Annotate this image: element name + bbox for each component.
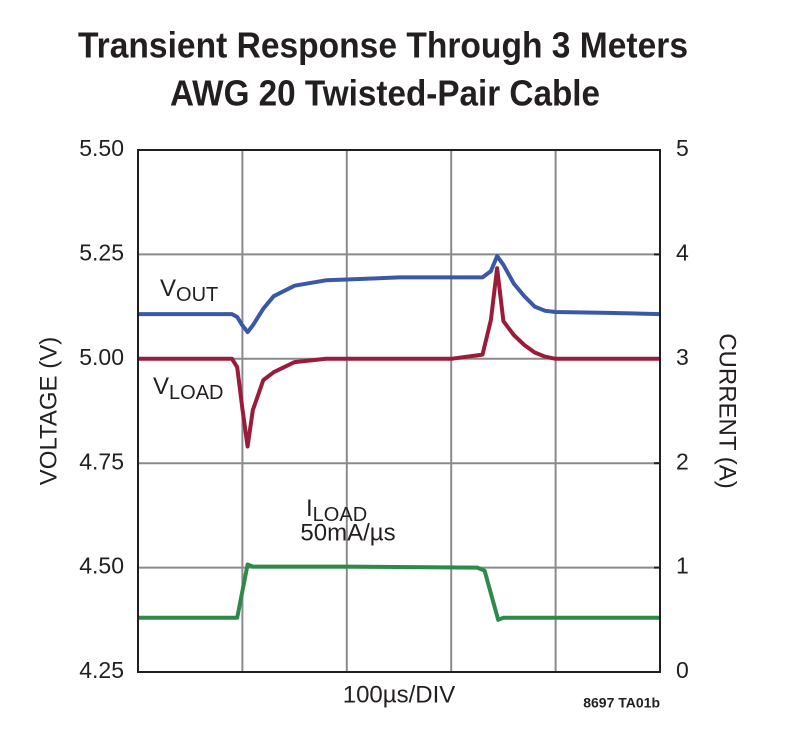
y2-axis-label: CURRENT (A) [714,333,741,489]
y-tick-label: 5.25 [79,239,124,265]
y-tick-label: 4.25 [79,657,124,683]
series-note: 50mA/µs [300,519,395,546]
series-label: ILOAD [306,495,367,526]
y-tick-label: 4.50 [79,553,124,579]
chart-title: Transient Response Through 3 Meters [78,25,688,66]
y2-tick-label: 0 [676,657,689,683]
series-label: VOUT [160,275,218,306]
series-label-subscript: LOAD [313,504,367,526]
grid [138,149,660,673]
series-label-subscript: OUT [176,284,218,306]
series-line [138,254,661,335]
y2-tick-label: 2 [676,448,689,474]
y-axis-label: VOLTAGE (V) [35,337,62,485]
series-label-subscript: LOAD [169,382,223,404]
x-axis-label: 100µs/DIV [343,681,456,708]
plot [138,254,661,622]
plot-frame [137,149,661,673]
y2-tick-label: 4 [676,239,689,265]
y-tick-label: 5.50 [79,135,124,161]
y2-tick-label: 1 [676,553,689,579]
y2-tick-label: 3 [676,344,689,370]
y-tick-label: 5.00 [79,344,124,370]
series-line [138,266,660,449]
footnote: 8697 TA01b [583,695,660,711]
series-label-name: I [306,495,313,522]
series-label-name: V [153,373,169,400]
series-label-name: V [160,275,176,302]
y2-tick-label: 5 [676,135,689,161]
chart-title: AWG 20 Twisted-Pair Cable [170,73,600,114]
y-tick-label: 4.75 [79,448,124,474]
series-line [138,562,660,622]
vertical-grid [241,150,557,672]
series-label: VLOAD [153,373,223,404]
